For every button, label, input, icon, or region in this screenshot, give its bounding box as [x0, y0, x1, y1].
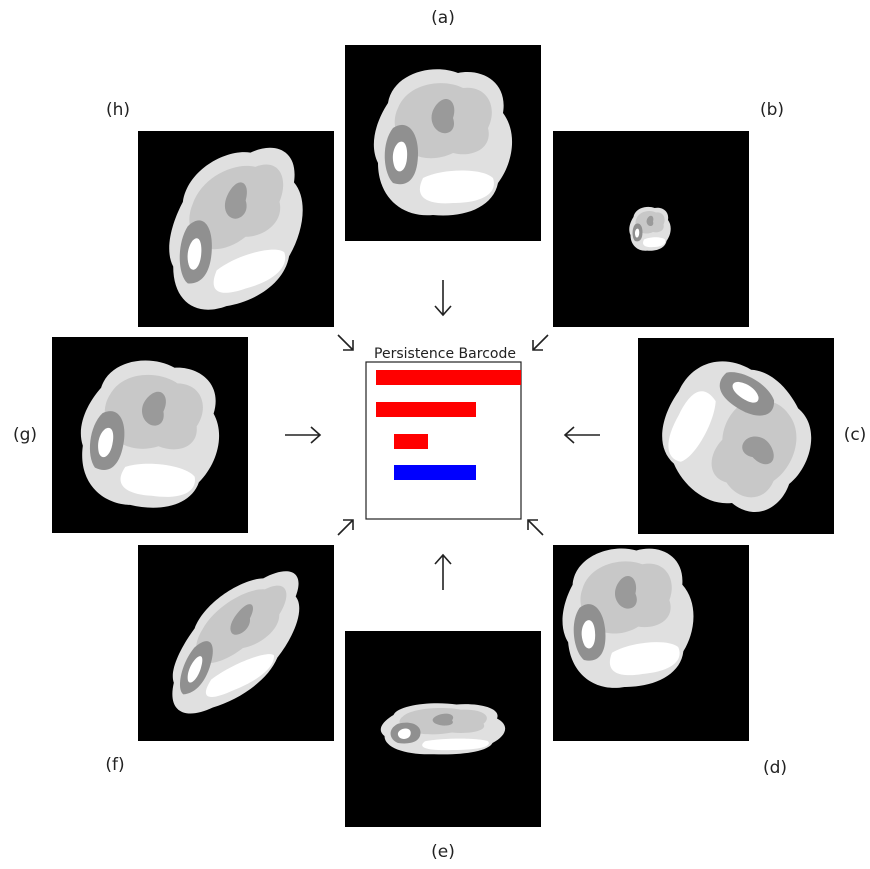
panel-label: (a) — [431, 8, 455, 28]
barcode-title: Persistence Barcode — [374, 346, 516, 362]
panel-f — [138, 545, 334, 741]
panel-label: (d) — [763, 758, 787, 778]
panel-h — [138, 131, 334, 327]
panel-label: (h) — [106, 100, 130, 120]
figure: (a) (b) (c) (d) (e) (f) (g) (h) Persiste… — [0, 0, 870, 865]
panel-label: (g) — [13, 425, 37, 445]
panel-label: (b) — [760, 100, 784, 120]
barcode: Persistence Barcode — [366, 346, 521, 519]
panel-label: (c) — [844, 425, 867, 445]
panel-g — [52, 337, 248, 533]
panel-b — [553, 131, 749, 327]
panel-d — [553, 542, 749, 741]
panel-c — [638, 338, 834, 534]
panel-label: (f) — [105, 755, 124, 775]
panel-a — [345, 45, 541, 241]
panel-label: (e) — [431, 842, 455, 862]
panel-e — [345, 631, 541, 827]
